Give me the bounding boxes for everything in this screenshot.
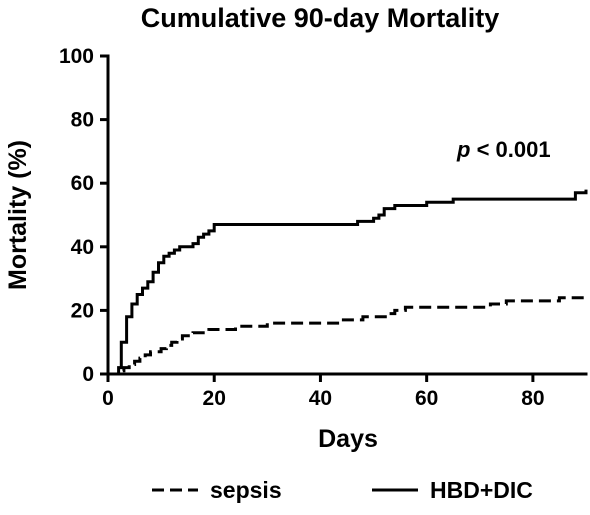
y-axis-title: Mortality (%) <box>4 140 32 290</box>
p-value-symbol: p <box>456 137 470 162</box>
x-tick-label: 20 <box>203 387 226 410</box>
y-tick-label: 20 <box>71 299 94 322</box>
y-tick-label: 60 <box>71 172 94 195</box>
series-layer <box>108 189 588 376</box>
legend-label: HBD+DIC <box>430 477 533 503</box>
p-value-text: < 0.001 <box>470 137 550 162</box>
chart-title: Cumulative 90-day Mortality <box>141 3 500 33</box>
legend-label: sepsis <box>210 477 282 503</box>
x-tick-label: 60 <box>415 387 438 410</box>
plot-axes: 0 20 40 60 80 0 20 40 60 80 100 <box>59 45 588 410</box>
y-tick-label: 80 <box>71 109 94 132</box>
chart-legend: sepsis HBD+DIC <box>152 477 533 503</box>
p-value-annotation: p < 0.001 <box>456 137 551 162</box>
x-tick-label: 80 <box>521 387 544 410</box>
x-axis-title: Days <box>318 425 378 453</box>
x-tick-label: 40 <box>309 387 332 410</box>
y-tick-label: 40 <box>71 236 94 259</box>
x-tick-label: 0 <box>102 387 114 410</box>
y-tick-label: 0 <box>82 363 94 386</box>
series-line-sepsis <box>108 296 586 376</box>
y-tick-label: 100 <box>59 45 94 68</box>
series-line-hbd-dic <box>108 189 588 376</box>
